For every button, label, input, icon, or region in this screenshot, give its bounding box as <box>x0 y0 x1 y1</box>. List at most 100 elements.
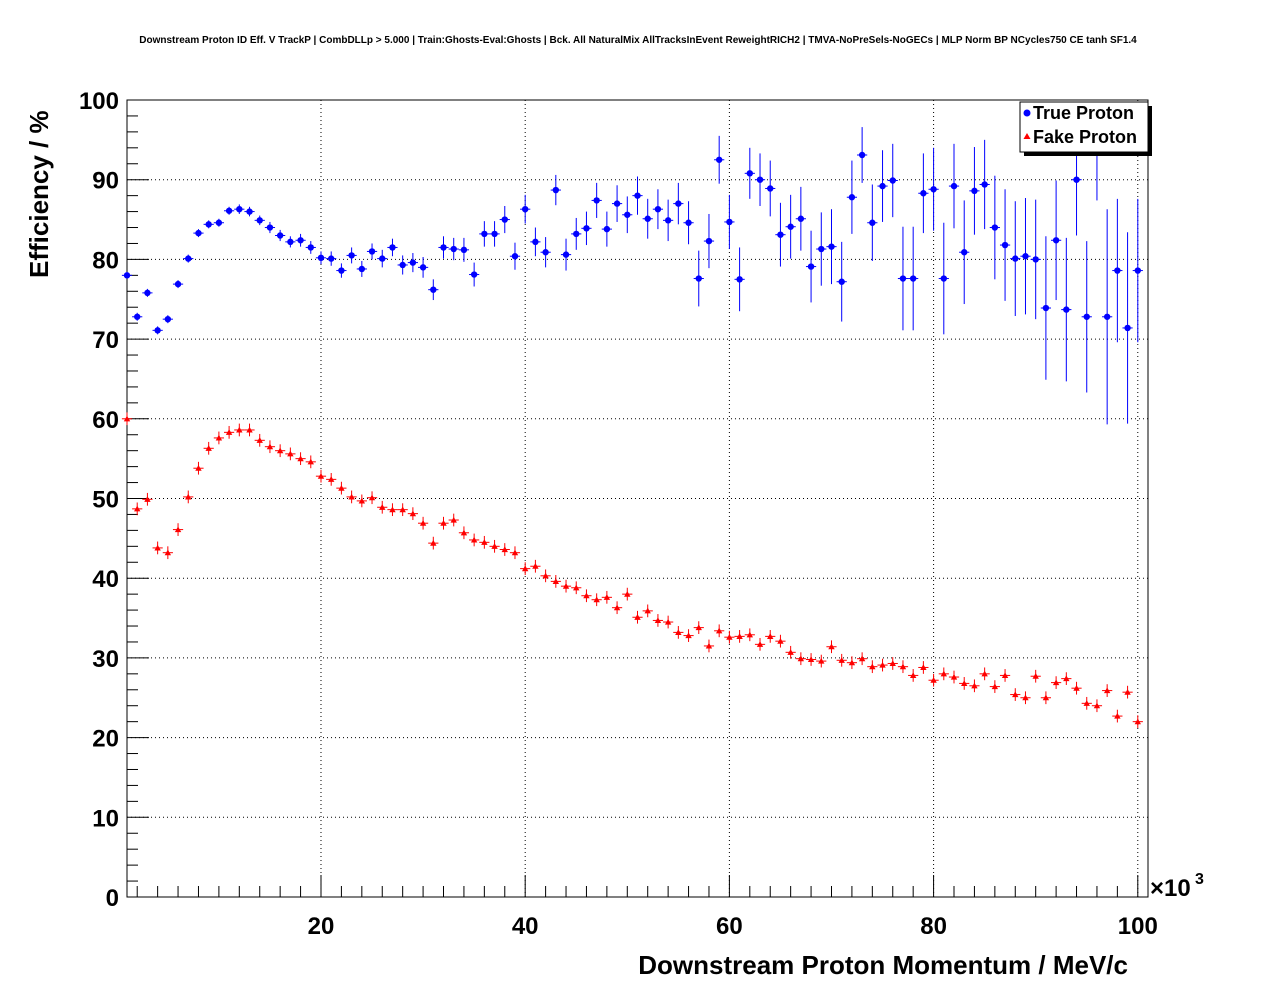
fake-proton-marker <box>521 565 529 572</box>
fake-proton-point <box>969 679 980 693</box>
fake-proton-point <box>959 677 970 690</box>
true-proton-marker <box>746 170 754 177</box>
true-proton-point <box>1051 180 1062 301</box>
x-tick-label: 20 <box>308 913 335 940</box>
true-proton-point <box>989 175 1000 280</box>
fake-proton-marker <box>736 633 743 639</box>
true-proton-point <box>775 202 786 267</box>
fake-proton-point <box>785 645 796 659</box>
fake-proton-point <box>1061 672 1072 685</box>
true-proton-point <box>887 143 898 218</box>
fake-proton-point <box>540 569 551 583</box>
fake-proton-marker <box>1042 694 1050 701</box>
fake-proton-point <box>846 656 858 670</box>
fake-proton-point <box>397 503 408 517</box>
fake-proton-marker <box>634 614 641 620</box>
fake-proton-point <box>366 491 378 505</box>
true-proton-marker <box>644 215 651 222</box>
fake-proton-marker <box>869 663 876 670</box>
true-proton-point <box>234 204 245 214</box>
fake-proton-point <box>836 653 847 667</box>
true-proton-point <box>254 215 265 226</box>
true-proton-marker <box>889 177 896 184</box>
true-proton-point <box>295 233 306 247</box>
fake-proton-point <box>203 441 214 455</box>
true-proton-marker <box>195 229 202 237</box>
true-proton-point <box>999 189 1011 301</box>
true-proton-marker <box>603 225 611 233</box>
true-proton-point <box>346 247 357 264</box>
true-proton-point <box>846 160 858 234</box>
fake-proton-point <box>550 575 561 588</box>
fake-proton-marker <box>971 682 978 689</box>
fake-proton-point <box>989 680 1000 693</box>
fake-proton-marker <box>920 664 927 671</box>
true-proton-point <box>183 254 194 263</box>
true-proton-point <box>928 147 939 231</box>
true-proton-point <box>448 237 459 261</box>
true-proton-marker <box>419 264 427 271</box>
fake-proton-point <box>999 669 1011 682</box>
fake-proton-point <box>632 610 643 624</box>
true-proton-point <box>1020 198 1031 315</box>
true-proton-marker <box>991 224 999 231</box>
true-proton-marker <box>685 219 692 226</box>
fake-proton-point <box>1071 681 1082 695</box>
fake-proton-point <box>428 536 439 550</box>
true-proton-point <box>417 257 429 278</box>
fake-proton-point <box>887 657 898 670</box>
true-proton-point <box>285 236 296 248</box>
true-proton-marker <box>1022 253 1029 260</box>
fake-proton-marker <box>675 629 682 635</box>
true-proton-marker <box>185 255 192 262</box>
fake-proton-marker <box>338 484 345 491</box>
true-proton-point <box>520 194 531 224</box>
fake-proton-point <box>172 523 184 536</box>
fake-proton-marker <box>358 497 366 504</box>
fake-proton-point <box>663 615 674 629</box>
fake-proton-marker <box>909 672 917 678</box>
true-proton-marker <box>399 261 406 269</box>
y-tick-label: 30 <box>92 646 119 673</box>
true-proton-marker <box>338 267 345 274</box>
true-proton-point <box>714 135 725 184</box>
fake-proton-point <box>693 621 704 634</box>
fake-proton-marker <box>777 637 784 644</box>
fake-proton-point <box>1122 685 1133 699</box>
fake-proton-point <box>642 604 653 618</box>
true-proton-point <box>826 209 837 285</box>
fake-proton-marker <box>256 437 263 443</box>
true-proton-marker <box>797 215 805 222</box>
fake-proton-marker <box>419 520 427 526</box>
fake-proton-point <box>1040 691 1052 705</box>
fake-proton-marker <box>440 520 447 526</box>
y-tick-label: 60 <box>92 407 119 434</box>
fake-proton-marker <box>1073 684 1080 691</box>
fake-proton-point <box>285 447 296 461</box>
true-proton-marker <box>144 289 151 297</box>
y-tick-label: 100 <box>79 88 119 115</box>
fake-proton-point <box>571 581 582 595</box>
fake-proton-point <box>509 546 521 560</box>
true-proton-point <box>1112 198 1123 343</box>
axes: 0 10 20 30 40 50 60 70 80 90 100 20 40 60 80 100 <box>79 88 1158 940</box>
fake-proton-point <box>417 516 429 530</box>
fake-proton-marker <box>164 549 172 556</box>
true-proton-marker <box>501 216 508 223</box>
legend-box <box>1019 101 1149 153</box>
true-proton-marker <box>287 238 294 246</box>
fake-proton-marker <box>542 572 549 579</box>
true-proton-marker <box>389 244 396 251</box>
true-proton-marker <box>624 211 631 218</box>
true-proton-marker <box>276 232 284 239</box>
fake-proton-point <box>591 593 602 607</box>
fake-proton-marker <box>348 493 355 500</box>
true-proton-point <box>407 253 418 273</box>
fake-proton-marker <box>481 539 488 545</box>
true-proton-point <box>469 262 480 287</box>
fake-proton-point <box>479 535 490 549</box>
true-proton-marker <box>358 265 366 273</box>
x-axis-title: Downstream Proton Momentum / MeV/c <box>638 950 1128 980</box>
true-proton-marker <box>695 275 702 282</box>
true-proton-marker <box>634 192 641 199</box>
